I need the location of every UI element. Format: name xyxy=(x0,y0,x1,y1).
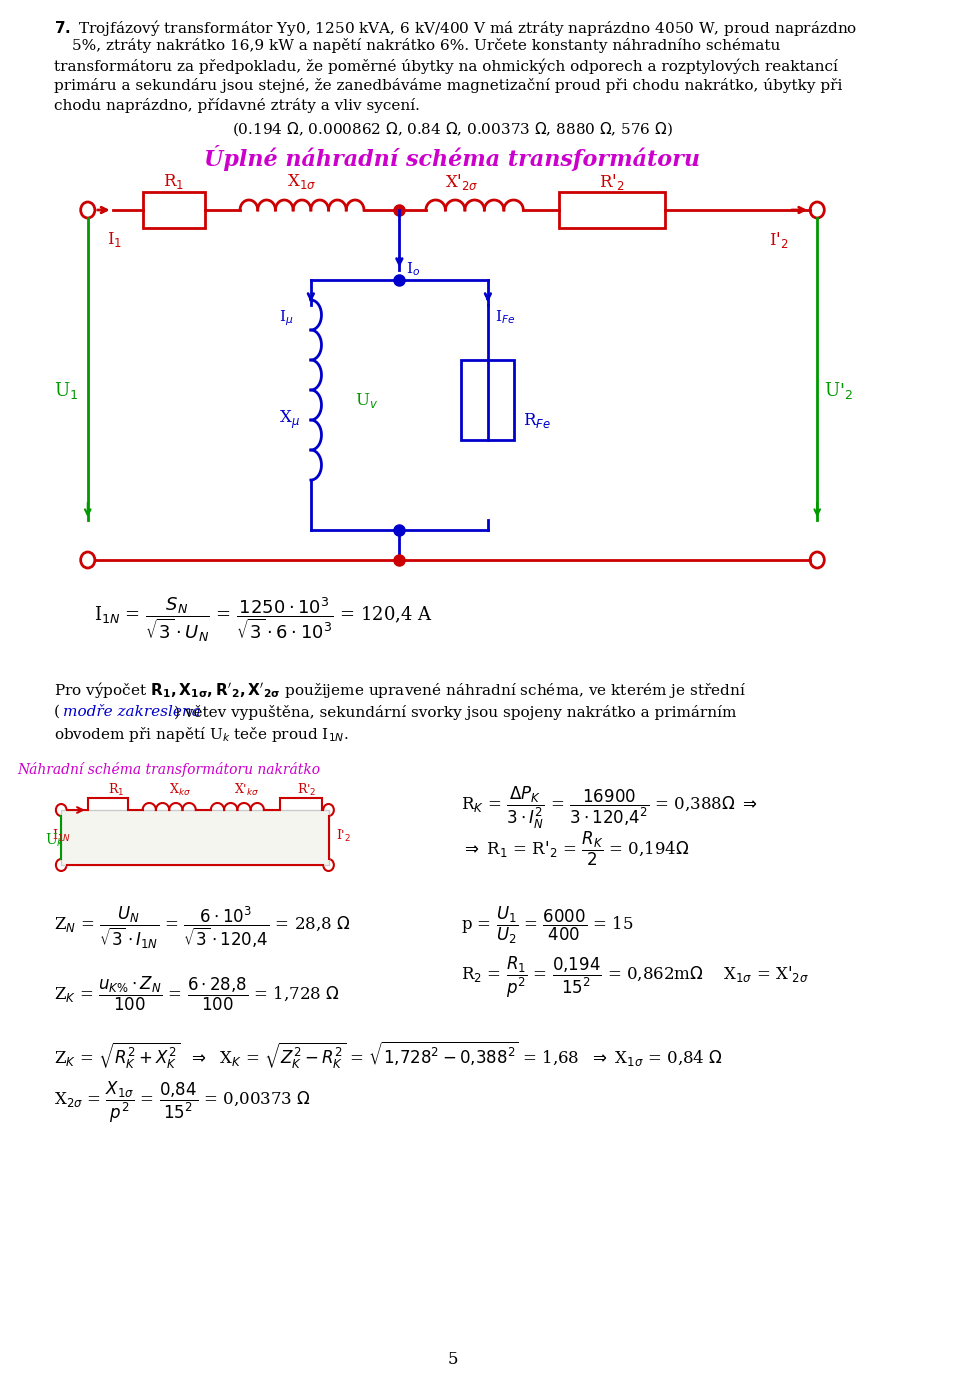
Text: R$_{Fe}$: R$_{Fe}$ xyxy=(523,410,551,430)
Text: primáru a sekundáru jsou stejné, že zanedbáváme magnetizační proud při chodu nak: primáru a sekundáru jsou stejné, že zane… xyxy=(54,78,843,93)
Text: p = $\dfrac{U_1}{U_2}$ = $\dfrac{6000}{400}$ = 15: p = $\dfrac{U_1}{U_2}$ = $\dfrac{6000}{4… xyxy=(462,905,634,947)
Text: (0.194 $\Omega$, 0.000862 $\Omega$, 0.84 $\Omega$, 0.00373 $\Omega$, 8880 $\Omeg: (0.194 $\Omega$, 0.000862 $\Omega$, 0.84… xyxy=(232,120,673,138)
Text: transformátoru za předpokladu, že poměrné úbytky na ohmických odporech a rozptyl: transformátoru za předpokladu, že poměrn… xyxy=(54,58,838,74)
Text: R$'_2$: R$'_2$ xyxy=(297,783,316,798)
Text: X$'_{2\sigma}$: X$'_{2\sigma}$ xyxy=(444,172,478,192)
Text: Pro výpočet $\mathbf{R_1, X_{1\sigma}, R'_2, X'_{2\sigma}}$ použijeme upravené n: Pro výpočet $\mathbf{R_1, X_{1\sigma}, R… xyxy=(54,680,746,701)
Text: I$_{1N}$ = $\dfrac{S_N}{\sqrt{3} \cdot U_N}$ = $\dfrac{1250 \cdot 10^3}{\sqrt{3}: I$_{1N}$ = $\dfrac{S_N}{\sqrt{3} \cdot U… xyxy=(94,595,433,645)
Text: I$_{\mu}$: I$_{\mu}$ xyxy=(279,309,294,328)
Text: R$'_2$: R$'_2$ xyxy=(599,172,625,192)
Text: ) větev vypuštěna, sekundární svorky jsou spojeny nakrátko a primárním: ) větev vypuštěna, sekundární svorky jso… xyxy=(174,705,736,720)
Text: I$_o$: I$_o$ xyxy=(406,260,420,278)
Text: U$_1$: U$_1$ xyxy=(54,379,79,400)
Text: Z$_K$ = $\dfrac{u_{K\%} \cdot Z_N}{100}$ = $\dfrac{6 \cdot 28{,}8}{100}$ = 1,728: Z$_K$ = $\dfrac{u_{K\%} \cdot Z_N}{100}$… xyxy=(54,974,340,1013)
Bar xyxy=(143,192,204,228)
Text: I$'_2$: I$'_2$ xyxy=(769,229,789,250)
Text: Z$_N$ = $\dfrac{U_N}{\sqrt{3} \cdot I_{1N}}$ = $\dfrac{6 \cdot 10^3}{\sqrt{3} \c: Z$_N$ = $\dfrac{U_N}{\sqrt{3} \cdot I_{1… xyxy=(54,905,350,951)
Text: Z$_K$ = $\sqrt{R_K^2 + X_K^2}$  $\Rightarrow$  X$_K$ = $\sqrt{Z_K^2 - R_K^2}$ = : Z$_K$ = $\sqrt{R_K^2 + X_K^2}$ $\Rightar… xyxy=(54,1040,723,1072)
Text: obvodem při napětí U$_k$ teče proud I$_{1N}$.: obvodem při napětí U$_k$ teče proud I$_{… xyxy=(54,726,348,744)
Text: U$'_2$: U$'_2$ xyxy=(825,379,853,400)
Text: Úplné náhradní schéma transformátoru: Úplné náhradní schéma transformátoru xyxy=(204,145,701,171)
Text: (: ( xyxy=(54,705,60,719)
Bar xyxy=(559,192,665,228)
Bar xyxy=(87,798,128,821)
Text: X$_{2\sigma}$ = $\dfrac{X_{1\sigma}}{p^2}$ = $\dfrac{0{,}84}{15^2}$ = 0,00373 $\: X$_{2\sigma}$ = $\dfrac{X_{1\sigma}}{p^2… xyxy=(54,1080,311,1126)
Text: X$_{1\sigma}$: X$_{1\sigma}$ xyxy=(287,172,317,190)
Bar xyxy=(280,798,323,821)
Bar xyxy=(61,810,328,865)
Text: I$'_2$: I$'_2$ xyxy=(336,828,350,844)
Text: U$_k$: U$_k$ xyxy=(45,831,65,849)
Text: 5%, ztráty nakrátko 16,9 kW a napětí nakrátko 6%. Určete konstanty náhradního sc: 5%, ztráty nakrátko 16,9 kW a napětí nak… xyxy=(72,38,780,53)
Text: I$_1$: I$_1$ xyxy=(108,229,122,249)
Text: 5: 5 xyxy=(447,1351,458,1369)
Text: R$_K$ = $\dfrac{\Delta P_K}{3 \cdot I_N^2}$ = $\dfrac{16900}{3 \cdot 120{,}4^2}$: R$_K$ = $\dfrac{\Delta P_K}{3 \cdot I_N^… xyxy=(462,785,758,831)
Text: X$_{k\sigma}$: X$_{k\sigma}$ xyxy=(169,783,191,798)
Text: modře zakreslena: modře zakreslena xyxy=(63,705,201,719)
Text: chodu naprázdno, přídavné ztráty a vliv sycení.: chodu naprázdno, přídavné ztráty a vliv … xyxy=(54,99,420,113)
Text: I$_{1N}$: I$_{1N}$ xyxy=(53,828,71,844)
Text: Náhradní schéma transformátoru nakrátko: Náhradní schéma transformátoru nakrátko xyxy=(17,762,321,777)
Text: X$_{\mu}$: X$_{\mu}$ xyxy=(279,409,300,431)
Text: R$_1$: R$_1$ xyxy=(163,172,184,190)
Text: U$_v$: U$_v$ xyxy=(355,391,378,410)
Text: R$_1$: R$_1$ xyxy=(108,783,124,798)
Text: X$'_{k\sigma}$: X$'_{k\sigma}$ xyxy=(233,783,259,798)
Text: I$_{Fe}$: I$_{Fe}$ xyxy=(495,309,516,325)
Bar xyxy=(462,360,515,441)
Text: R$_2$ = $\dfrac{R_1}{p^2}$ = $\dfrac{0{,}194}{15^2}$ = 0,862m$\Omega$    X$_{1\s: R$_2$ = $\dfrac{R_1}{p^2}$ = $\dfrac{0{,… xyxy=(462,955,809,1001)
Text: $\mathbf{7.}$ Trojfázový transformátor Yy0, 1250 kVA, 6 kV/400 V má ztráty naprá: $\mathbf{7.}$ Trojfázový transformátor Y… xyxy=(54,18,857,38)
Text: $\Rightarrow$ R$_1$ = R$'_2$ = $\dfrac{R_K}{2}$ = 0,194$\Omega$: $\Rightarrow$ R$_1$ = R$'_2$ = $\dfrac{R… xyxy=(462,830,690,869)
